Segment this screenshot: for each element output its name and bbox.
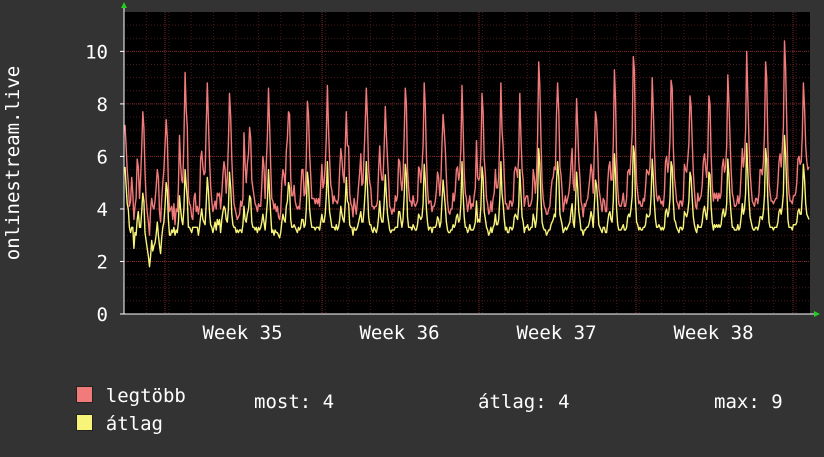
legend-label-avg: átlag — [105, 413, 163, 435]
grid — [124, 12, 810, 314]
y-axis-label: onlinestream.live — [2, 66, 24, 260]
x-tick-labels: Week 35 Week 36 Week 37 Week 38 — [202, 322, 753, 344]
legend-swatch-avg — [75, 414, 93, 431]
legend-swatch-max — [75, 386, 93, 403]
legend-label-max: legtöbb — [105, 385, 186, 407]
chart-root: 0 2 4 6 8 10 Week 35 Week 36 Week 37 Week 38 onl… — [2, 2, 820, 435]
series-line-avg — [124, 134, 810, 268]
plot-background — [124, 12, 810, 314]
x-tick-label: Week 35 — [202, 322, 282, 344]
y-tick-labels: 0 2 4 6 8 10 — [85, 41, 108, 326]
x-axis-arrow — [814, 311, 820, 317]
series-group — [124, 40, 810, 268]
x-tick-label: Week 38 — [673, 322, 753, 344]
series-line-max — [124, 40, 810, 236]
x-tick-label: Week 37 — [516, 322, 596, 344]
y-axis-arrow — [121, 2, 127, 8]
stat-maximum: max: 9 — [714, 391, 783, 413]
legend-item-max: legtöbb — [30, 363, 186, 429]
y-tick-label: 10 — [85, 41, 108, 63]
x-tick-label: Week 36 — [359, 322, 439, 344]
stat-average: átlag: 4 — [478, 391, 570, 413]
axes — [120, 2, 820, 317]
legend-item-avg: átlag — [30, 391, 163, 457]
chart-svg: 0 2 4 6 8 10 Week 35 Week 36 Week 37 Week 38 onl… — [2, 2, 820, 344]
y-tick-label: 8 — [97, 94, 108, 116]
stat-current: most: 4 — [254, 391, 335, 413]
y-tick-label: 6 — [97, 146, 108, 168]
y-tick-label: 0 — [97, 304, 108, 326]
y-tick-label: 2 — [97, 251, 108, 273]
y-tick-label: 4 — [97, 199, 108, 221]
